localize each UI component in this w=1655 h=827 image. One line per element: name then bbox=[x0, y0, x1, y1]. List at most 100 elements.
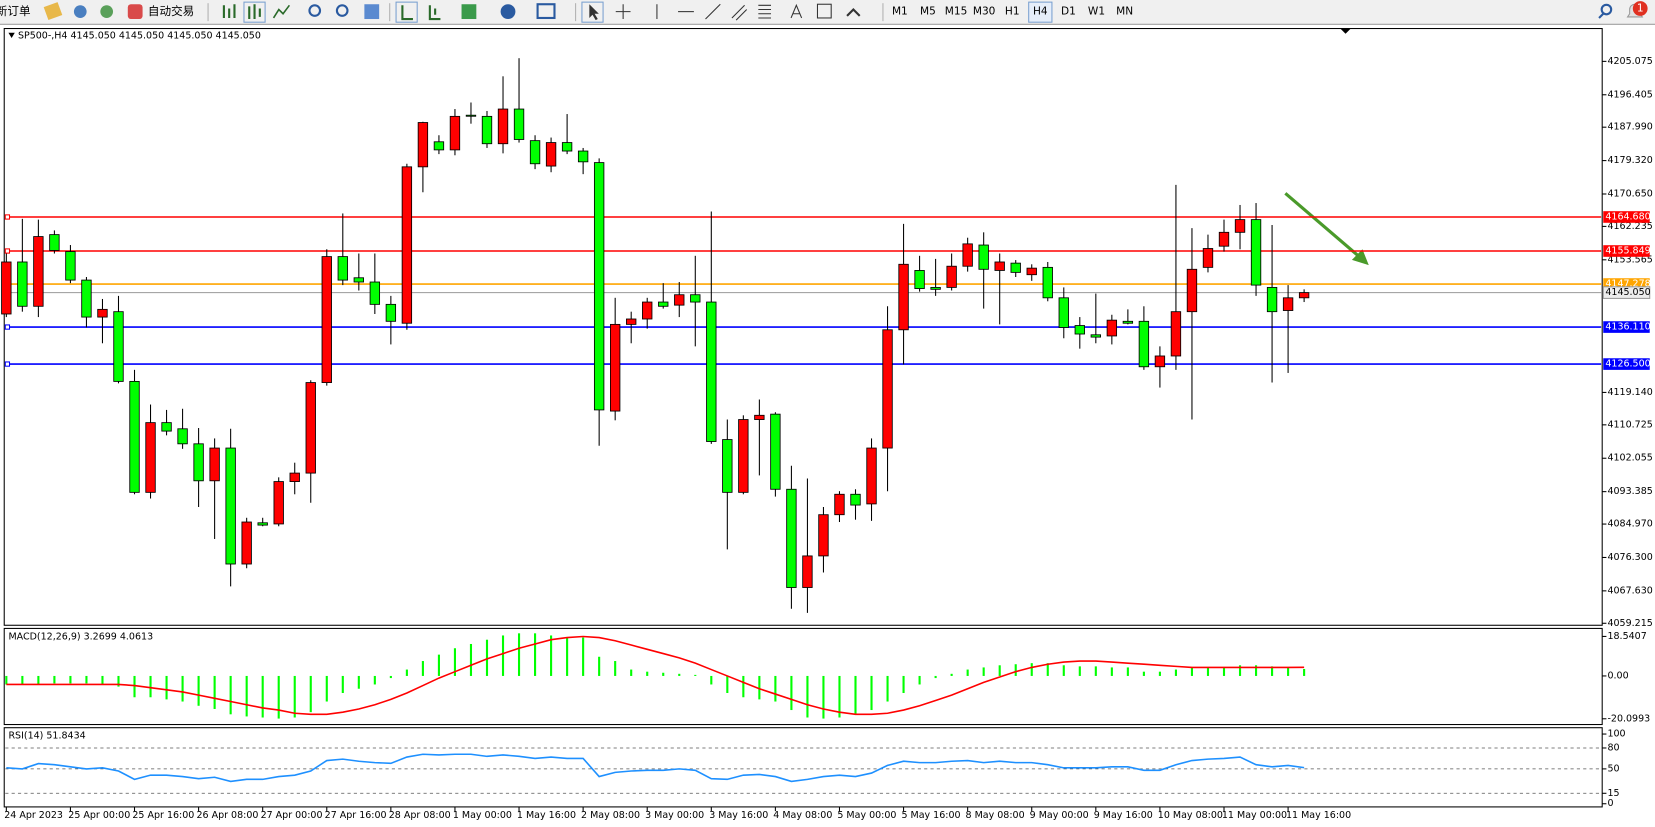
x-tick-label: 11 May 00:00 bbox=[1222, 810, 1287, 821]
y-tick-label: 80 bbox=[1607, 742, 1619, 753]
x-tick-label: 3 May 00:00 bbox=[645, 810, 704, 821]
icon-crosshair[interactable] bbox=[615, 4, 631, 20]
candle-body bbox=[1266, 286, 1278, 313]
icon-templates[interactable] bbox=[536, 3, 556, 20]
icon-autoscroll-active[interactable] bbox=[395, 1, 418, 23]
annotation-arrow bbox=[1284, 192, 1369, 266]
notification-badge[interactable] bbox=[1632, 1, 1648, 16]
candle-body bbox=[850, 493, 861, 506]
candle-body bbox=[1106, 319, 1118, 337]
icon-signal[interactable] bbox=[100, 5, 114, 18]
x-tick-label: 24 Apr 2023 bbox=[4, 810, 63, 821]
icon-fibo[interactable] bbox=[758, 4, 771, 19]
candle-body bbox=[129, 380, 140, 493]
x-tick-label: 28 Apr 08:00 bbox=[389, 810, 451, 821]
candle-body bbox=[914, 270, 925, 289]
candle-body bbox=[209, 447, 220, 482]
icon-auto-trading[interactable] bbox=[127, 4, 143, 20]
y-tick-label: 4102.055 bbox=[1607, 453, 1652, 464]
icon-bar-chart[interactable] bbox=[222, 4, 236, 18]
y-tick-label: -20.0993 bbox=[1607, 713, 1650, 724]
icon-candle-active[interactable] bbox=[243, 1, 266, 23]
icon-channel[interactable] bbox=[731, 4, 748, 21]
candle-body bbox=[1298, 292, 1310, 299]
chart-bg bbox=[0, 25, 1655, 827]
icon-line-chart[interactable] bbox=[272, 4, 291, 19]
candle-body bbox=[1026, 267, 1037, 276]
icon-periods[interactable] bbox=[500, 4, 516, 20]
candle-body bbox=[642, 301, 653, 320]
icon-chart-shift[interactable] bbox=[428, 5, 441, 21]
icon-arrows[interactable] bbox=[846, 8, 861, 17]
candle-body bbox=[225, 447, 236, 565]
candle-body bbox=[1122, 320, 1134, 324]
candle-body bbox=[177, 428, 188, 445]
candle-body bbox=[289, 472, 300, 482]
current-price-label: 4145.050 bbox=[1605, 287, 1650, 298]
level-anchor bbox=[4, 214, 11, 220]
icon-data[interactable] bbox=[73, 5, 87, 18]
candle-body bbox=[674, 294, 685, 306]
rsi-title: RSI(14) 51.8434 bbox=[8, 731, 85, 742]
notification-count: 1 bbox=[1637, 2, 1644, 14]
level-label-bg bbox=[1603, 321, 1650, 333]
new-order-button[interactable]: 新订单 bbox=[0, 4, 31, 18]
icon-label[interactable] bbox=[816, 3, 832, 19]
timeframe-button[interactable]: H1 bbox=[1005, 6, 1020, 18]
candle-body bbox=[962, 243, 973, 267]
y-tick-label: 4187.990 bbox=[1607, 122, 1652, 133]
candle-body bbox=[369, 281, 381, 305]
level-label-bg bbox=[1603, 211, 1650, 223]
candle-body bbox=[417, 122, 429, 168]
icon-candles[interactable] bbox=[248, 4, 261, 20]
icon-text[interactable] bbox=[790, 3, 803, 19]
icon-cursor-active[interactable] bbox=[581, 1, 604, 23]
icon-search[interactable] bbox=[1600, 3, 1613, 16]
candle-body bbox=[97, 308, 108, 318]
timeframe-button[interactable]: D1 bbox=[1061, 6, 1076, 18]
chart-shift-marker bbox=[1340, 28, 1351, 34]
icon-trendline[interactable] bbox=[705, 3, 721, 20]
y-tick-label: 4084.970 bbox=[1607, 519, 1652, 530]
candle-body bbox=[786, 488, 797, 588]
timeframe-button[interactable]: MN bbox=[1116, 6, 1133, 18]
candle-body bbox=[706, 301, 717, 442]
icon-indicators[interactable] bbox=[461, 4, 477, 20]
candle-body bbox=[481, 115, 493, 145]
candle-body bbox=[946, 265, 957, 288]
icon-zoom-out[interactable] bbox=[335, 4, 349, 17]
icon-autoscroll[interactable] bbox=[401, 5, 413, 21]
y-tick-label: 4153.565 bbox=[1607, 254, 1652, 265]
icon-market[interactable] bbox=[43, 2, 63, 21]
macd-panel-frame bbox=[3, 627, 1603, 726]
x-tick-label: 25 Apr 00:00 bbox=[68, 810, 130, 821]
x-tick-label: 4 May 08:00 bbox=[773, 810, 832, 821]
icon-zoom-in[interactable] bbox=[308, 4, 322, 17]
candle-body bbox=[17, 261, 28, 307]
level-label: 4155.849 bbox=[1605, 246, 1650, 257]
timeframe-button[interactable]: M15 bbox=[945, 6, 968, 18]
icon-tile[interactable] bbox=[364, 4, 380, 20]
candle-body bbox=[33, 236, 44, 307]
x-tick-label: 1 May 00:00 bbox=[453, 810, 512, 821]
timeframe-button[interactable]: M5 bbox=[920, 6, 936, 18]
auto-trading-button[interactable]: 自动交易 bbox=[148, 4, 194, 18]
x-tick-label: 9 May 00:00 bbox=[1030, 810, 1089, 821]
x-tick-label: 2 May 08:00 bbox=[581, 810, 640, 821]
candle-body bbox=[1218, 231, 1230, 247]
timeframe-button[interactable]: M1 bbox=[892, 6, 908, 18]
x-tick-label: 5 May 00:00 bbox=[837, 810, 896, 821]
icon-cursor[interactable] bbox=[589, 4, 599, 21]
candle-body bbox=[609, 323, 621, 412]
level-label-bg bbox=[1603, 278, 1650, 290]
timeframe-button[interactable]: H4 bbox=[1033, 6, 1048, 18]
candle-body bbox=[738, 419, 749, 493]
candle-body bbox=[337, 256, 348, 281]
timeframe-button[interactable]: M30 bbox=[973, 6, 996, 18]
y-tick-label: 4076.300 bbox=[1607, 552, 1652, 563]
rsi-panel-frame bbox=[3, 727, 1603, 808]
timeframe-button[interactable]: W1 bbox=[1088, 6, 1105, 18]
candle-body bbox=[1250, 219, 1262, 286]
icon-search-handle bbox=[1598, 12, 1604, 19]
current-price-bg bbox=[1602, 286, 1651, 299]
